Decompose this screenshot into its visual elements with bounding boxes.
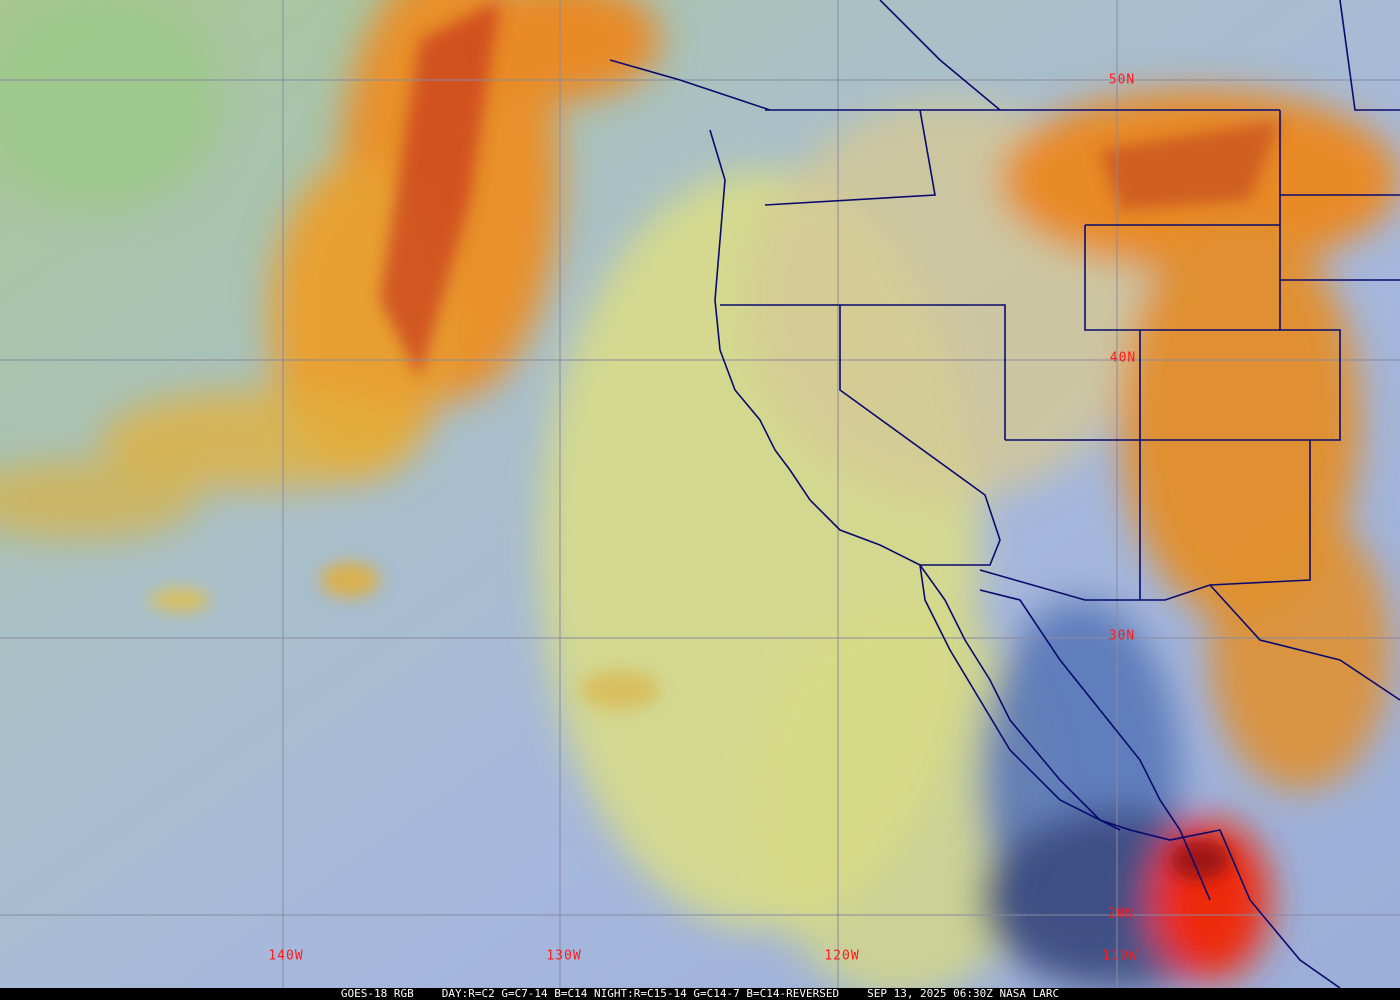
lon-label-140w: 140W: [268, 948, 304, 964]
lat-label-30n: 30N: [1108, 628, 1136, 644]
image-caption: GOES-18 RGB DAY:R=C2 G=C7-14 B=C14 NIGHT…: [0, 988, 1400, 1000]
coastlines-and-borders: [609, 0, 1400, 988]
lon-label-130w: 130W: [546, 948, 582, 964]
caption-timestamp: SEP 13, 2025 06:30Z NASA LARC: [867, 987, 1060, 1000]
lon-label-120w: 120W: [824, 948, 860, 964]
cloud-detail: [150, 0, 1280, 880]
lat-label-40n: 40N: [1109, 350, 1137, 366]
caption-satellite: GOES-18 RGB: [340, 987, 414, 1000]
lon-label-110w: 110W: [1102, 948, 1138, 964]
lat-label-20n: 20N: [1107, 906, 1135, 922]
caption-recipe: DAY:R=C2 G=C7-14 B=C14 NIGHT:R=C15-14 G=…: [441, 987, 840, 1000]
lat-label-50n: 50N: [1108, 72, 1136, 88]
